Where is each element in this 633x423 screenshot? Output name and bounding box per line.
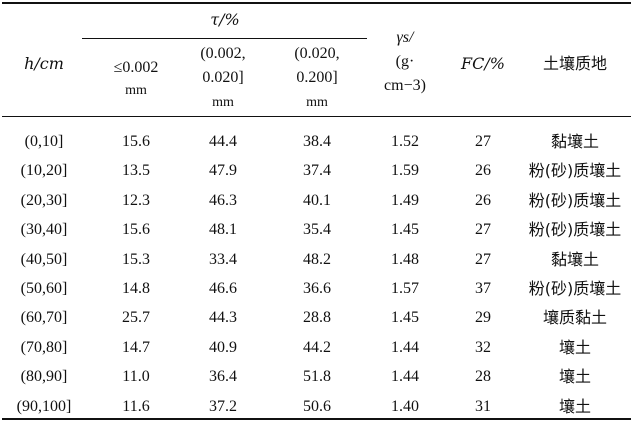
cell-depth: (20,30] [20,192,68,209]
cell-depth: (30,40] [20,221,68,238]
cell-bulk-density: 1.52 [391,133,419,150]
cell-tau-0002-0020: 33.4 [209,251,237,268]
cell-bulk-density: 1.45 [391,221,419,238]
cell-tau-0020-0200: 35.4 [303,221,331,238]
cell-tau-0020-0200: 38.4 [303,133,331,150]
cell-soil-texture: 粉(砂)质壤土 [528,220,622,239]
cell-field-capacity: 29 [475,309,491,326]
cell-tau-lt-0002: 14.7 [122,339,150,356]
table-top-rule [2,2,631,4]
cell-soil-texture: 黏壤土 [550,250,599,269]
cell-soil-texture: 壤土 [558,338,591,357]
cell-depth: (50,60] [20,280,68,297]
cell-soil-texture: 壤质黏土 [542,308,607,327]
cell-tau-0020-0200: 44.2 [303,339,331,356]
cell-soil-texture: 黏壤土 [550,132,599,151]
cell-depth: (90,100] [16,398,72,415]
cell-tau-0020-0200: 40.1 [303,192,331,209]
cell-tau-0002-0020: 48.1 [209,221,237,238]
header-tau-col3-line3: mm [306,95,328,110]
cell-tau-0002-0020: 44.4 [209,133,237,150]
header-tau-col2-line2: 0.020] [202,69,244,86]
cell-tau-0002-0020: 36.4 [209,368,237,385]
cell-tau-0002-0020: 47.9 [209,162,237,179]
header-soil-texture: 土壤质地 [542,54,607,73]
cell-soil-texture: 粉(砂)质壤土 [528,161,622,180]
cell-bulk-density: 1.49 [391,192,419,209]
cell-tau-0020-0200: 50.6 [303,398,331,415]
cell-tau-0020-0200: 48.2 [303,251,331,268]
header-tau-group: τ/% [210,10,240,29]
cell-soil-texture: 壤土 [558,367,591,386]
cell-tau-0002-0020: 40.9 [209,339,237,356]
header-depth: h/cm [24,54,64,73]
cell-field-capacity: 27 [475,251,491,268]
cell-bulk-density: 1.48 [391,251,419,268]
cell-bulk-density: 1.57 [391,280,419,297]
cell-tau-0002-0020: 44.3 [209,309,237,326]
cell-field-capacity: 37 [475,280,491,297]
header-bottom-rule [2,116,631,117]
cell-tau-0002-0020: 46.6 [209,280,237,297]
cell-soil-texture: 壤土 [558,397,591,416]
cell-bulk-density: 1.44 [391,368,419,385]
cell-bulk-density: 1.45 [391,309,419,326]
cell-soil-texture: 粉(砂)质壤土 [528,279,622,298]
cell-field-capacity: 32 [475,339,491,356]
cell-tau-lt-0002: 13.5 [122,162,150,179]
header-bulk-density-line3: cm−3) [384,77,426,94]
cell-field-capacity: 26 [475,192,491,209]
cell-tau-lt-0002: 11.0 [122,368,150,385]
cell-tau-lt-0002: 15.3 [122,251,150,268]
cell-tau-lt-0002: 11.6 [122,398,150,415]
cell-tau-lt-0002: 15.6 [122,221,150,238]
cell-tau-0020-0200: 36.6 [303,280,331,297]
cell-depth: (40,50] [20,251,68,268]
cell-tau-0020-0200: 37.4 [303,162,331,179]
cell-bulk-density: 1.40 [391,398,419,415]
header-tau-col1-line2: mm [125,83,147,98]
header-tau-col1-line1: ≤0.002 [113,59,159,76]
cell-tau-0020-0200: 51.8 [303,368,331,385]
cell-tau-lt-0002: 12.3 [122,192,150,209]
cell-tau-lt-0002: 15.6 [122,133,150,150]
header-bulk-density-line1: γs/ [396,29,414,46]
cell-field-capacity: 31 [475,398,491,415]
table-bottom-rule [2,418,631,420]
tau-group-underline [82,38,367,39]
header-tau-col3-line1: (0.020, [294,45,340,62]
cell-bulk-density: 1.59 [391,162,419,179]
cell-field-capacity: 27 [475,133,491,150]
cell-tau-0002-0020: 37.2 [209,398,237,415]
cell-depth: (0,10] [24,133,64,150]
cell-tau-0002-0020: 46.3 [209,192,237,209]
cell-depth: (10,20] [20,162,68,179]
header-field-capacity: FC/% [461,54,505,73]
header-tau-col2-line3: mm [212,95,234,110]
cell-tau-0020-0200: 28.8 [303,309,331,326]
cell-depth: (70,80] [20,339,68,356]
header-bulk-density-line2: (g· [395,53,415,70]
cell-tau-lt-0002: 14.8 [122,280,150,297]
cell-field-capacity: 28 [475,368,491,385]
header-tau-col3-line2: 0.200] [296,69,338,86]
cell-tau-lt-0002: 25.7 [122,309,150,326]
header-tau-col2-line1: (0.002, [200,45,246,62]
cell-bulk-density: 1.44 [391,339,419,356]
cell-field-capacity: 26 [475,162,491,179]
cell-depth: (80,90] [20,368,68,385]
cell-depth: (60,70] [20,309,68,326]
cell-field-capacity: 27 [475,221,491,238]
cell-soil-texture: 粉(砂)质壤土 [528,191,622,210]
